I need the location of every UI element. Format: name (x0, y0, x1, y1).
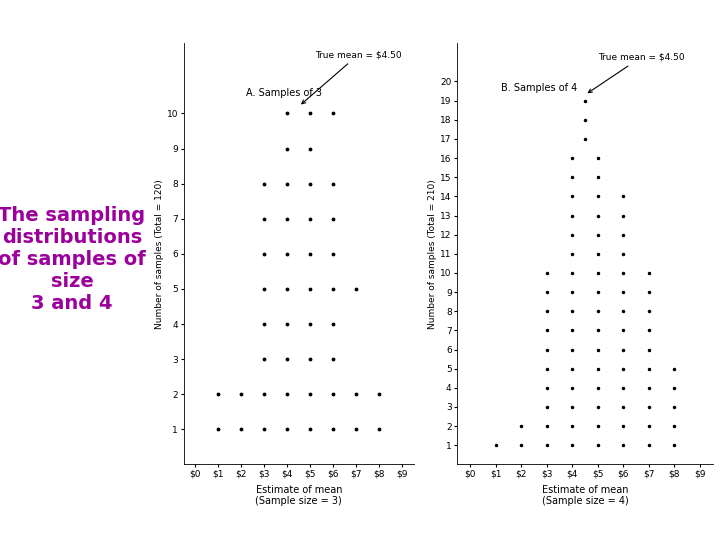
Text: The sampling
distributions
of samples of
size
3 and 4: The sampling distributions of samples of… (0, 206, 146, 313)
X-axis label: Estimate of mean
(Sample size = 4): Estimate of mean (Sample size = 4) (541, 484, 629, 506)
X-axis label: Estimate of mean
(Sample size = 3): Estimate of mean (Sample size = 3) (256, 484, 342, 506)
Y-axis label: Number of samples (Total = 120): Number of samples (Total = 120) (155, 179, 163, 329)
Y-axis label: Number of samples (Total = 210): Number of samples (Total = 210) (428, 179, 437, 329)
Text: True mean = $4.50: True mean = $4.50 (588, 53, 685, 93)
Text: B. Samples of 4: B. Samples of 4 (500, 83, 577, 93)
Text: A. Samples of 3: A. Samples of 3 (246, 88, 322, 98)
Text: True mean = $4.50: True mean = $4.50 (302, 50, 402, 104)
